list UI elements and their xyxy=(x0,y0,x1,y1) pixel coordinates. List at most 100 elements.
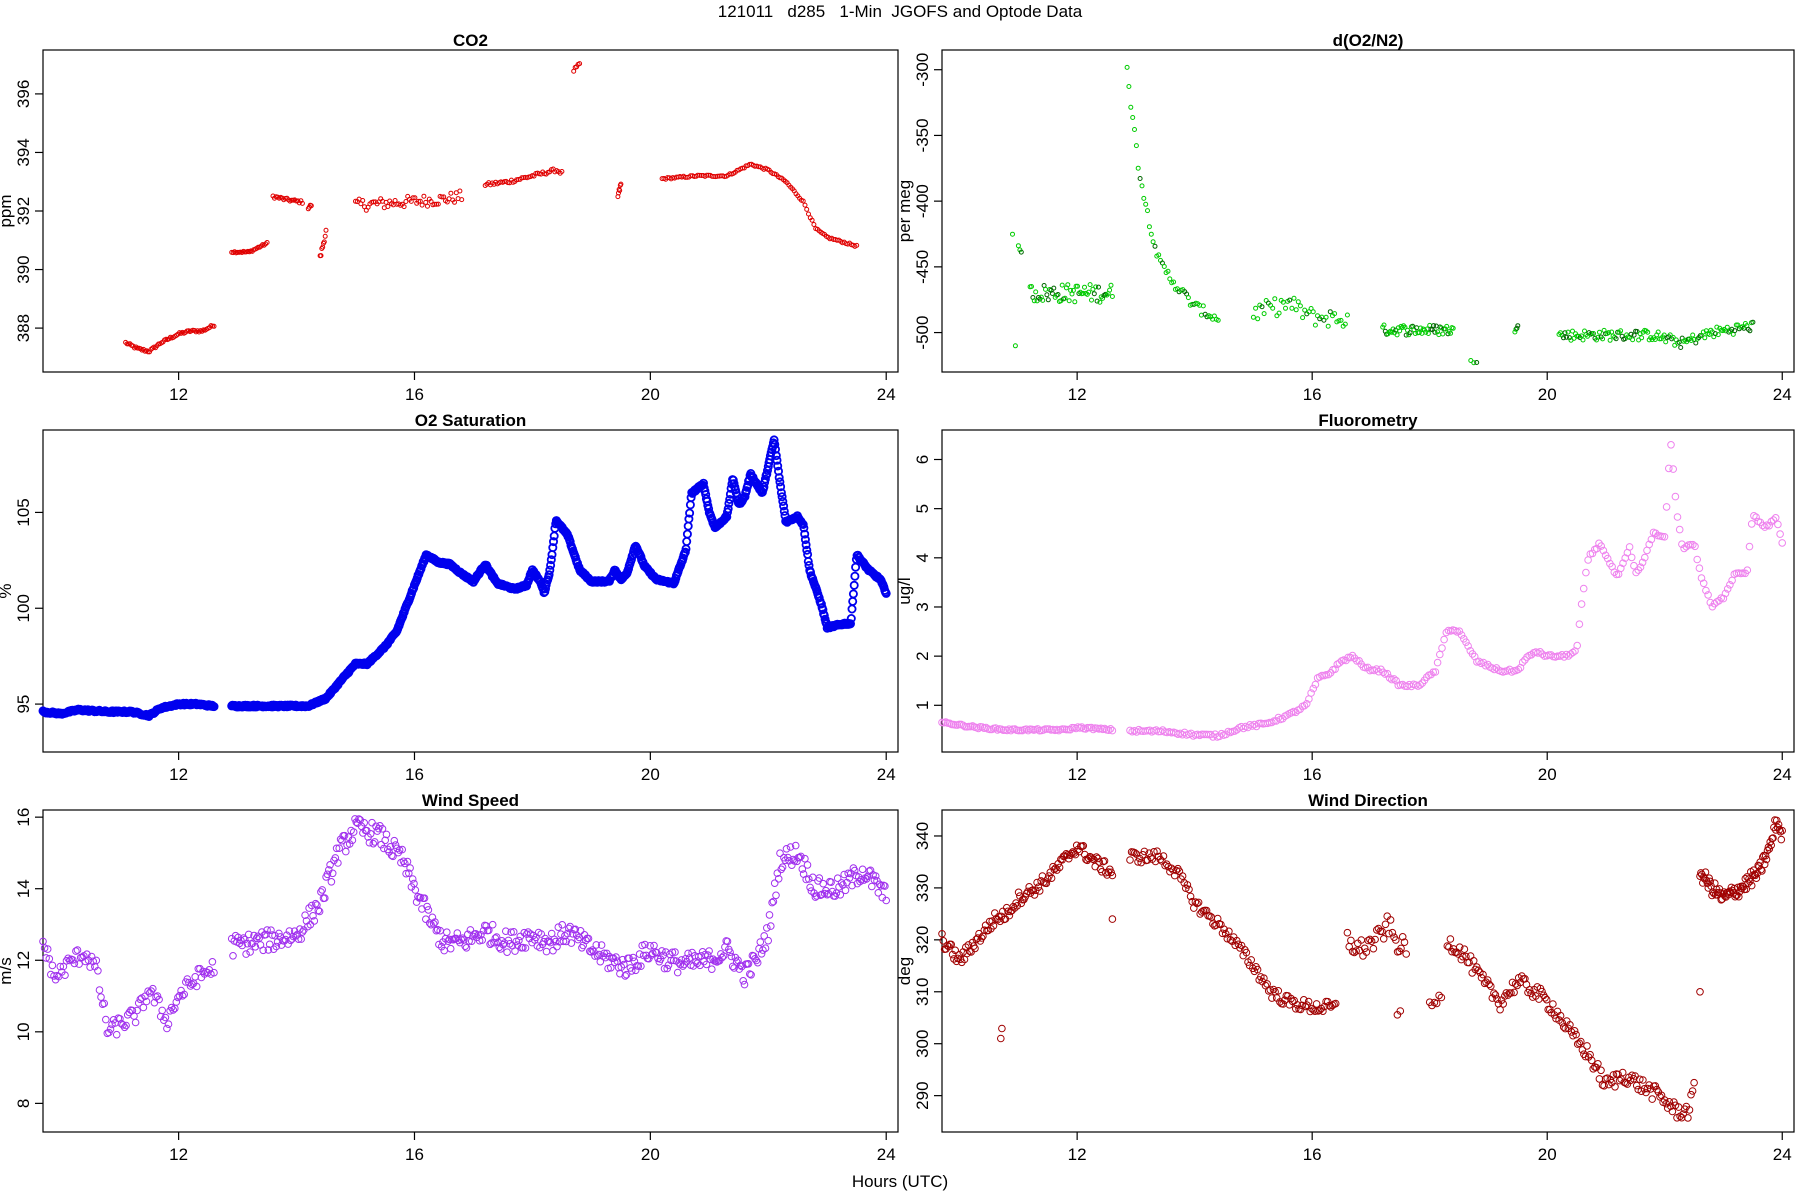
data-point xyxy=(467,937,476,946)
data-point xyxy=(965,722,973,731)
data-point xyxy=(1661,332,1667,338)
data-point xyxy=(776,488,786,498)
data-point xyxy=(1385,674,1394,682)
data-point xyxy=(56,962,65,971)
data-point xyxy=(421,193,427,199)
data-point xyxy=(985,917,994,926)
data-point xyxy=(1704,591,1712,599)
data-point xyxy=(1466,952,1475,960)
data-point xyxy=(1425,331,1431,336)
data-point xyxy=(1469,957,1478,965)
figure-title: 121011 d285 1-Min JGOFS and Optode Data xyxy=(717,2,1083,21)
data-point xyxy=(774,473,784,483)
data-point xyxy=(592,941,601,949)
data-point xyxy=(239,934,248,942)
data-point xyxy=(1342,321,1348,327)
data-point xyxy=(1369,944,1378,953)
data-point xyxy=(1542,995,1551,1004)
data-point xyxy=(683,521,693,531)
data-point xyxy=(1300,701,1309,710)
data-point xyxy=(371,199,376,205)
data-point xyxy=(1385,929,1393,938)
data-point xyxy=(1662,503,1671,511)
data-point xyxy=(1697,574,1706,582)
data-point xyxy=(485,926,493,935)
data-point xyxy=(246,948,254,956)
data-point xyxy=(1035,887,1044,895)
data-point xyxy=(1088,855,1097,863)
data-point xyxy=(848,881,856,890)
data-point xyxy=(567,939,576,947)
data-point xyxy=(53,971,61,980)
data-point xyxy=(435,201,441,207)
data-point xyxy=(502,927,510,936)
data-point xyxy=(770,879,779,888)
data-point xyxy=(1726,581,1734,589)
data-point xyxy=(767,922,775,930)
data-point xyxy=(975,929,983,938)
y-tick-label: 4 xyxy=(913,553,932,562)
data-point xyxy=(516,932,525,941)
data-point xyxy=(459,197,465,203)
data-point xyxy=(1130,115,1136,120)
data-point xyxy=(559,169,565,174)
data-point xyxy=(641,940,649,949)
data-point xyxy=(1292,1005,1300,1013)
data-point xyxy=(419,202,425,208)
y-tick-label: 394 xyxy=(14,138,33,166)
data-point xyxy=(1502,989,1511,997)
data-point xyxy=(448,190,454,196)
data-point xyxy=(1706,332,1712,337)
data-point xyxy=(773,869,782,878)
x-tick-label: 24 xyxy=(1773,765,1792,784)
data-point xyxy=(1577,600,1586,608)
data-point xyxy=(847,604,857,614)
data-point xyxy=(1030,891,1039,899)
data-point xyxy=(798,865,807,873)
data-point xyxy=(1381,322,1387,328)
y-tick-label: -350 xyxy=(913,118,932,152)
data-point xyxy=(658,947,666,955)
data-point xyxy=(768,898,776,907)
data-point xyxy=(1745,542,1754,551)
data-point xyxy=(1436,650,1444,659)
data-point xyxy=(673,968,682,977)
data-point xyxy=(267,926,275,935)
data-point xyxy=(1723,585,1732,593)
data-point xyxy=(1259,304,1265,310)
data-point xyxy=(1645,540,1653,549)
data-point xyxy=(1735,892,1743,901)
plot-frame xyxy=(941,809,1795,1133)
data-point xyxy=(811,222,817,227)
data-point xyxy=(1302,700,1311,708)
data-point xyxy=(175,991,184,1000)
data-point xyxy=(1433,658,1442,667)
data-point xyxy=(875,880,884,889)
data-point xyxy=(1669,465,1677,473)
data-point xyxy=(1033,289,1039,295)
data-point xyxy=(1007,726,1015,735)
data-point xyxy=(551,937,560,946)
data-point xyxy=(1679,1110,1687,1118)
data-point xyxy=(1031,298,1037,304)
data-point xyxy=(991,724,1000,732)
data-point xyxy=(264,240,270,245)
y-tick-label: 320 xyxy=(913,926,932,954)
data-point xyxy=(1643,1084,1652,1093)
data-point xyxy=(849,580,859,590)
data-point xyxy=(509,928,518,936)
data-point xyxy=(656,955,665,963)
data-point xyxy=(1641,553,1649,562)
data-point xyxy=(772,891,780,900)
y-tick-label: -450 xyxy=(913,250,932,284)
data-point xyxy=(417,198,423,204)
data-point xyxy=(1094,298,1100,304)
data-point xyxy=(1316,673,1324,681)
data-point xyxy=(835,883,843,891)
data-point xyxy=(1615,1076,1624,1085)
data-point xyxy=(377,840,386,849)
data-point xyxy=(711,957,720,965)
data-point xyxy=(309,912,317,920)
data-point xyxy=(963,949,971,958)
data-point xyxy=(503,948,511,957)
